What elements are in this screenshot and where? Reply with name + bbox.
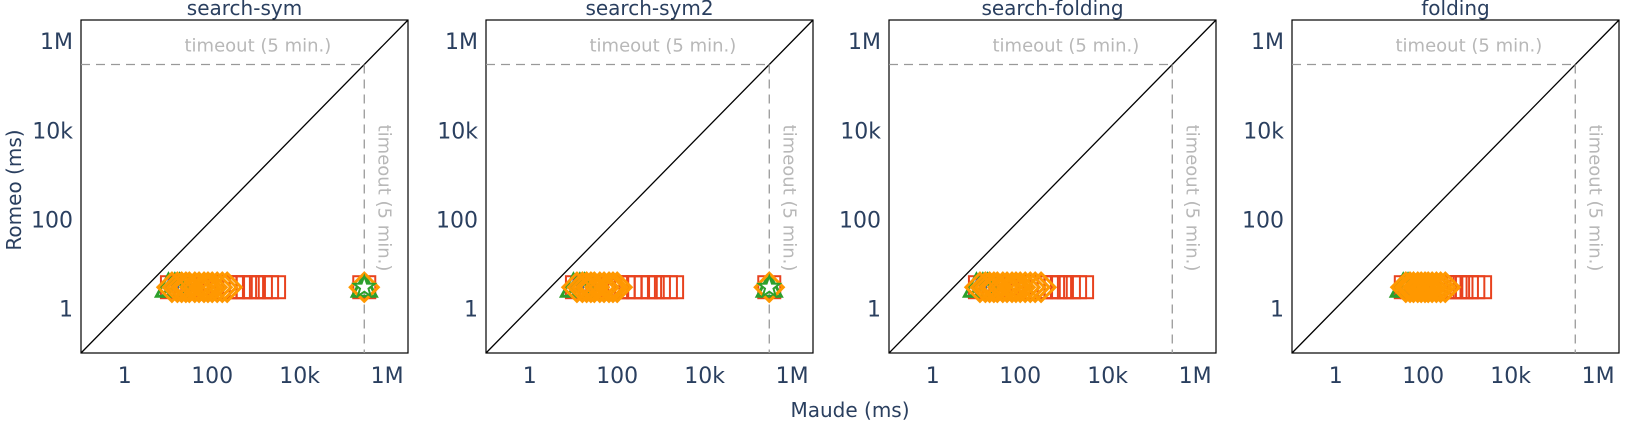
x-tick-label: 100 [1402,364,1444,389]
star-point [350,273,378,299]
diamond-point [601,271,634,304]
y-tick-label: 100 [31,208,73,233]
series-diamond [963,271,1058,304]
diamond-point [753,271,786,304]
y-tick-label: 1 [1270,297,1284,322]
panel-title: search-sym2 [585,0,713,20]
diagonal-line [80,19,409,354]
y-tick-label: 1 [464,297,478,322]
timeout-label-vertical: timeout (5 min.) [1181,125,1202,272]
square-point [262,275,287,300]
y-tick-label: 100 [436,208,478,233]
timeout-label-horizontal: timeout (5 min.) [1396,36,1543,57]
diamond-point [201,271,234,304]
panel-title: search-sym [187,0,302,20]
diamond-point [348,271,381,304]
y-tick-label: 10k [32,119,73,144]
square-point [646,275,671,300]
x-tick-label: 1M [1582,364,1615,389]
x-tick-label: 1M [371,364,404,389]
y-tick-label: 1 [59,297,73,322]
x-tick-label: 10k [1490,364,1531,389]
chart-panel: search-folding timeout (5 min.) timeout (5… [839,0,1217,389]
series-star [350,273,378,299]
square-point [1468,275,1493,300]
x-tick-label: 1 [1329,364,1343,389]
square-point [1070,275,1095,300]
y-tick-label: 100 [839,208,881,233]
y-axis-title: Romeo (ms) [2,129,26,250]
diamond-point [1019,271,1052,304]
series-star [755,273,783,299]
plot-frame [80,19,409,354]
y-tick-label: 10k [840,119,881,144]
y-tick-label: 100 [1242,208,1284,233]
x-tick-label: 1 [523,364,537,389]
square-point [241,275,266,300]
diamond-point [1420,271,1453,304]
diamond-point [592,271,626,304]
y-tick-label: 1M [40,30,73,55]
diagonal-line [1291,19,1620,354]
diamond-point [206,271,239,304]
x-tick-label: 1 [926,364,940,389]
x-tick-label: 1M [776,364,809,389]
chart-panel: folding timeout (5 min.) timeout (5 min.) 1… [1242,0,1620,389]
x-tick-label: 10k [1087,364,1128,389]
diamond-point [1416,271,1449,304]
panels-group: search-sym timeout (5 min.) timeout (5 min… [31,0,1620,389]
star-point [755,273,783,299]
square-point [248,275,273,300]
x-tick-label: 1 [118,364,132,389]
timeout-label-vertical: timeout (5 min.) [778,125,799,272]
y-tick-label: 10k [437,119,478,144]
diamond-point [1009,271,1042,304]
diamond-point [196,271,229,304]
diagonal-line [888,19,1217,354]
chart-panel: search-sym timeout (5 min.) timeout (5 min… [31,0,409,389]
diagonal-line [485,19,814,354]
y-tick-label: 10k [1243,119,1284,144]
x-tick-label: 100 [596,364,638,389]
panel-title: folding [1421,0,1489,20]
timeout-label-horizontal: timeout (5 min.) [590,36,737,57]
y-tick-label: 1M [1251,30,1284,55]
diamond-point [596,271,630,304]
chart-panel: search-sym2 timeout (5 min.) timeout (5 mi… [436,0,814,389]
x-tick-label: 100 [999,364,1041,389]
timeout-label-horizontal: timeout (5 min.) [185,36,332,57]
panel-title: search-folding [981,0,1123,20]
diamond-point [1004,271,1037,304]
plot-frame [1291,19,1620,354]
y-tick-label: 1M [848,30,881,55]
square-point [653,275,678,300]
square-point [1056,275,1081,300]
diamond-point [1429,271,1462,304]
series-diamond [560,271,786,304]
y-tick-label: 1M [445,30,478,55]
series-diamond [155,271,381,304]
timeout-label-vertical: timeout (5 min.) [1584,125,1605,272]
series-diamond [1389,271,1462,304]
x-tick-label: 1M [1179,364,1212,389]
diamond-point [587,271,621,304]
diamond-point [1014,271,1047,304]
diamond-point [1424,271,1457,304]
square-point [660,275,685,300]
y-tick-label: 1 [867,297,881,322]
timeout-label-vertical: timeout (5 min.) [373,125,394,272]
diamond-point [211,271,244,304]
x-tick-label: 100 [191,364,233,389]
plot-frame [888,19,1217,354]
x-axis-title: Maude (ms) [790,398,909,422]
timeout-label-horizontal: timeout (5 min.) [993,36,1140,57]
diamond-point [1024,271,1058,304]
square-point [633,275,658,300]
plot-frame [485,19,814,354]
x-tick-label: 10k [279,364,320,389]
x-tick-label: 10k [684,364,725,389]
